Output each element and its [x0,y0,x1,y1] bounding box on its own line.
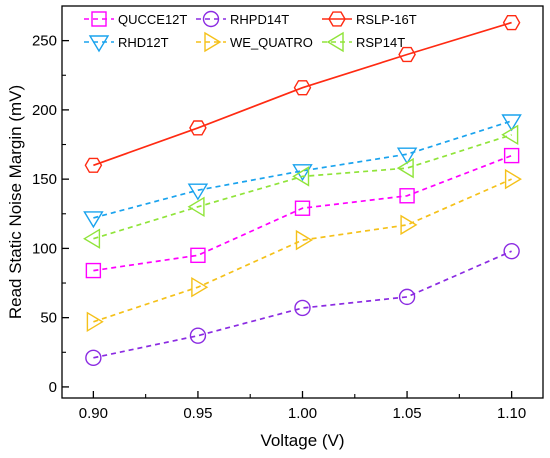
data-point [85,349,102,367]
legend-label: RHD12T [118,35,169,50]
legend-label: RSP14T [356,35,405,50]
data-point [294,200,311,216]
legend-item: RHD12T [84,35,169,53]
y-tick-label: 200 [32,102,57,119]
legend-label: QUCCE12T [118,12,187,27]
data-point [189,327,207,344]
legend-swatch-marker [328,11,346,27]
series-qucce12t [85,147,520,279]
data-point [86,311,104,333]
data-point [189,120,207,136]
series-line [93,133,512,240]
data-point [294,299,311,317]
legend-swatch-marker [88,35,110,53]
legend-label: WE_QUATRO [230,35,313,50]
x-tick-label: 1.00 [288,405,317,422]
data-point [295,229,313,251]
legend-label: RHPD14T [230,12,289,27]
data-point [292,164,313,182]
series-line [93,178,512,323]
series-line [93,120,512,219]
series-rslp-16t [84,14,521,173]
series-rhd12t [83,114,522,229]
legend-item: RHPD14T [196,10,289,28]
x-tick-label: 1.05 [392,405,421,422]
legend-swatch-marker [204,31,222,53]
data-point [83,228,101,249]
y-tick-label: 0 [49,379,57,396]
data-point [501,114,522,132]
y-axis-title: Read Static Noise Margin (mV) [6,85,25,319]
x-tick-label: 0.95 [183,405,212,422]
data-point [187,196,205,218]
data-point [399,188,415,204]
legend-item: WE_QUATRO [196,31,313,53]
x-tick-label: 0.90 [79,405,108,422]
legend-swatch-marker [326,31,344,53]
data-point [84,157,103,173]
data-point [504,168,522,190]
legend-item: RSLP-16T [322,11,417,27]
x-tick-label: 1.10 [497,405,526,422]
y-tick-label: 50 [40,310,57,327]
series-line [93,21,512,167]
plot-frame [61,5,544,399]
data-point [396,147,418,165]
data-point [502,14,521,31]
y-tick-label: 250 [32,33,57,50]
axes: 0.90 0.95 1.00 1.05 1.10 0 50 100 150 200 250 Volta… [6,5,544,450]
data-point [398,288,416,306]
x-axis-title: Voltage (V) [260,431,344,450]
legend-label: RSLP-16T [356,12,417,27]
data-point [398,46,416,63]
legend-swatch-marker [202,10,220,28]
legend-item: QUCCE12T [84,11,187,27]
data-point [503,147,520,164]
data-point [396,157,414,179]
series-we-quatro [86,168,522,333]
data-point [83,211,104,229]
series-line [93,250,512,359]
data-point [400,214,418,236]
y-tick-label: 150 [32,171,57,188]
data-point [191,276,209,298]
data-point [501,124,519,146]
series-group [83,14,522,367]
data-point [293,80,312,96]
series-rsp14t [83,124,519,249]
data-point [503,242,520,260]
series-line [93,154,512,272]
y-tick-label: 100 [32,240,57,257]
legend-swatch-marker [91,11,107,27]
data-point [85,262,102,279]
legend-item: RSP14T [322,31,405,53]
data-point [292,166,310,187]
data-point [190,247,206,264]
series-rhpd14t [85,242,520,367]
data-point [187,183,209,201]
legend: QUCCE12T RHPD14T RSLP-16T RHD12T WE_QUATRO RS… [84,10,417,53]
